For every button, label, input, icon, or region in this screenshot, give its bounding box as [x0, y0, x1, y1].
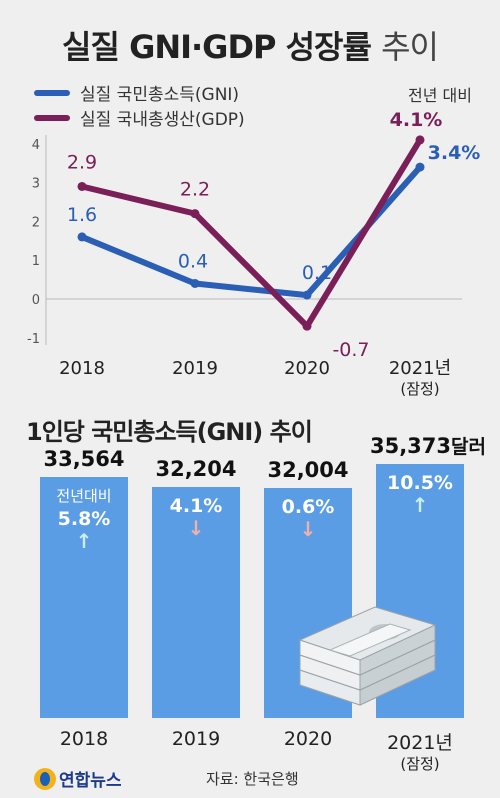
footer: 연합뉴스 자료: 한국은행: [0, 760, 500, 798]
series-1-point: [302, 321, 312, 331]
x-tick-text: 2018: [59, 728, 109, 750]
x-tick-label: 2018: [29, 728, 139, 750]
x-tick-label: 2019: [172, 358, 218, 379]
arrow-down-icon: ↓: [299, 517, 317, 541]
x-tick-label: 2021년 (잠정): [365, 728, 475, 774]
legend-label-gdp: 실질 국내총생산(GDP): [80, 110, 245, 130]
legend: 실질 국민총소득(GNI) 실질 국내총생산(GDP): [34, 80, 245, 130]
bar-value-label: 33,564: [43, 446, 125, 471]
legend-label-gni: 실질 국민총소득(GNI): [80, 85, 240, 105]
series-0-point: [190, 278, 200, 288]
series-0-label: 0.4: [178, 250, 208, 272]
x-tick-label: 2020: [253, 728, 363, 750]
bar-growth: 전년대비 5.8% ↑: [34, 485, 134, 552]
x-tick-text: 2019: [171, 728, 221, 750]
series-1-point: [77, 181, 87, 191]
bar: [40, 476, 128, 718]
y-tick-label: -1: [27, 332, 40, 347]
series-0-point: [77, 232, 87, 242]
growth-note: 전년대비: [56, 486, 112, 505]
line-chart: -1 0 1 2 3 4 1.6 0.4 0.1 3.4% 2.9 2.2 -0.7 4.1% 2018 20…: [27, 109, 481, 398]
page-title: 실질 GNI·GDP 성장률 추이: [0, 22, 500, 68]
series-1-label: -0.7: [332, 339, 369, 361]
money-stack-icon: [298, 606, 437, 706]
growth-value: 10.5%: [387, 472, 453, 494]
series-1-label: 2.2: [180, 179, 210, 201]
x-tick-text: 2021년: [387, 732, 453, 754]
x-tick-label: 2018: [59, 358, 105, 379]
series-1-point: [415, 135, 425, 145]
arrow-down-icon: ↓: [187, 515, 205, 540]
series-0-label: 3.4%: [428, 142, 481, 164]
growth-value: 4.1%: [169, 494, 223, 517]
y-tick-label: 0: [32, 293, 40, 308]
series-1-point: [190, 209, 200, 219]
legend-item-gdp: 실질 국내총생산(GDP): [34, 105, 245, 130]
bar-growth: 10.5% ↑: [370, 472, 470, 516]
growth-value: 0.6%: [281, 496, 335, 518]
legend-item-gni: 실질 국민총소득(GNI): [34, 80, 245, 105]
series-0-point: [415, 162, 425, 172]
legend-swatch-gni: [34, 89, 70, 96]
yonhap-logo-icon: [34, 767, 56, 790]
x-tick-text: 2020: [283, 728, 333, 750]
arrow-up-icon: ↑: [75, 528, 93, 553]
x-tick-label: 2020: [284, 358, 330, 379]
bar: [152, 486, 240, 718]
y-tick-label: 2: [32, 215, 40, 230]
bar-chart-title: 1인당 국민총소득(GNI) 추이: [26, 418, 313, 446]
x-tick-label: 2019: [141, 728, 251, 750]
x-tick-sublabel: (잠정): [400, 755, 440, 773]
x-tick-sublabel: (잠정): [400, 380, 439, 398]
bar-value-number: 35,373: [369, 434, 452, 458]
y-tick-label: 1: [32, 254, 40, 269]
bar-value-label: 32,204: [155, 456, 237, 481]
series-0-label: 1.6: [67, 204, 97, 226]
source-text: 자료: 한국은행: [206, 770, 299, 788]
series-1-label: 4.1%: [390, 109, 443, 131]
title-bold: 실질 GNI·GDP 성장률: [62, 28, 372, 66]
unit-note: 전년 대비: [408, 86, 472, 105]
bar-value-label: 32,004: [267, 458, 349, 482]
title-light: 추이: [381, 28, 439, 66]
series-0-point: [302, 290, 312, 300]
y-tick-label: 3: [32, 177, 40, 192]
arrow-up-icon: ↑: [411, 493, 429, 517]
x-tick-label: 2021년: [389, 358, 451, 379]
yonhap-logo: 연합뉴스: [34, 766, 122, 791]
bar-growth: 4.1% ↓: [146, 495, 246, 539]
series-line-1: [79, 136, 423, 330]
growth-value: 5.8%: [57, 507, 111, 530]
bar-value-label: 35,373달러: [348, 432, 500, 459]
logo-text: 연합뉴스: [59, 771, 122, 791]
bar-growth: 0.6% ↓: [258, 496, 358, 540]
bar-value-unit: 달러: [451, 436, 486, 458]
series-1-label: 2.9: [67, 151, 97, 173]
y-tick-label: 4: [32, 138, 40, 153]
legend-swatch-gdp: [34, 114, 70, 121]
series-0-label: 0.1: [302, 262, 332, 284]
